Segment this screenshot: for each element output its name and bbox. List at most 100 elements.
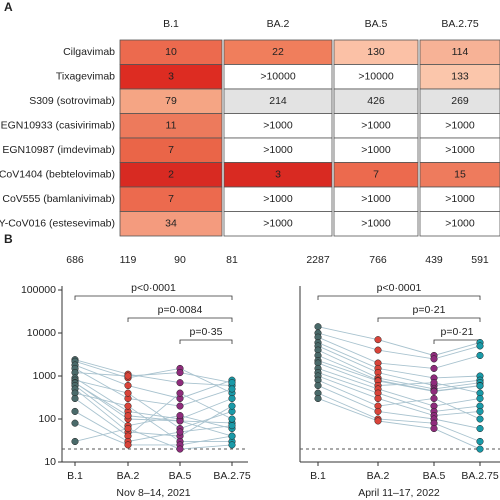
cell-value: 7: [168, 193, 174, 205]
median-label: 766: [369, 254, 387, 266]
cell: [119, 113, 223, 139]
data-point: [314, 323, 322, 331]
data-point: [476, 445, 484, 453]
cell-value: >1000: [445, 144, 475, 156]
data-point: [228, 415, 236, 423]
cell: [119, 64, 223, 90]
cell-value: >1000: [445, 218, 475, 230]
cell-value: >1000: [361, 144, 391, 156]
data-point: [476, 351, 484, 360]
cell-value: 130: [367, 46, 385, 58]
data-point: [176, 445, 184, 453]
x-tick-label: BA.2: [117, 470, 140, 482]
row-label: EGN10933 (casivirimab): [1, 120, 115, 132]
cell: [419, 39, 500, 65]
data-point: [476, 394, 484, 403]
median-label: 686: [66, 254, 84, 266]
median-label: 591: [471, 254, 489, 266]
cell-value: 2: [168, 169, 174, 181]
data-point: [476, 382, 484, 390]
column-header: B.1: [163, 18, 179, 30]
data-point: [124, 424, 132, 433]
data-point: [374, 336, 382, 344]
data-point: [314, 381, 322, 390]
data-point: [374, 394, 382, 403]
p-value: p=0·21: [413, 304, 446, 316]
data-point: [71, 407, 79, 415]
subject-line: [317, 362, 481, 394]
cell: [223, 137, 333, 163]
subject-line: [317, 345, 481, 386]
cell-value: 3: [275, 169, 281, 181]
column-header: BA.2.75: [441, 18, 479, 30]
cell-value: >1000: [445, 120, 475, 132]
x-tick-label: BA.5: [423, 470, 446, 482]
data-point: [228, 379, 236, 387]
cell: [333, 211, 419, 237]
cell-value: >1000: [361, 218, 391, 230]
subject-line: [317, 392, 481, 442]
data-point: [71, 394, 79, 403]
data-point: [374, 417, 382, 425]
data-point: [228, 432, 236, 440]
data-point: [374, 346, 382, 354]
row-label: S309 (sotrovimab): [29, 95, 115, 107]
cell: [223, 88, 333, 114]
significance-bracket: [317, 295, 481, 300]
subject-line: [317, 349, 481, 390]
cell: [119, 39, 223, 65]
cell: [223, 186, 333, 212]
cell: [333, 39, 419, 65]
data-point: [430, 379, 438, 387]
cell-value: 79: [165, 95, 177, 107]
data-point: [476, 407, 484, 415]
x-tick-label: BA.5: [169, 470, 192, 482]
data-point: [476, 342, 484, 350]
x-tick-label: BA.2.75: [213, 470, 251, 482]
data-point: [176, 428, 184, 436]
cell: [333, 137, 419, 163]
cell: [119, 186, 223, 212]
subject-line: [317, 379, 481, 420]
panel-label: B: [4, 232, 13, 246]
y-tick-label: 100: [38, 413, 56, 425]
subject-line: [74, 372, 233, 384]
row-label: EGN10987 (imdevimab): [2, 144, 115, 156]
median-label: 81: [226, 254, 238, 266]
subject-line: [317, 375, 481, 417]
x-axis-label: Nov 8–14, 2021: [116, 487, 190, 499]
cell: [419, 162, 500, 188]
cell: [223, 64, 333, 90]
subject-line: [317, 336, 481, 369]
subject-line: [74, 379, 233, 430]
subject-line: [74, 388, 233, 437]
subject-line: [317, 332, 481, 360]
data-point: [228, 422, 236, 430]
data-point: [228, 385, 236, 393]
data-point: [176, 402, 184, 410]
cell: [333, 162, 419, 188]
cell: [333, 64, 419, 90]
data-point: [124, 381, 132, 390]
panel-label: A: [4, 0, 13, 14]
cell-value: >1000: [445, 193, 475, 205]
data-point: [430, 424, 438, 433]
x-axis-label: April 11–17, 2022: [358, 487, 440, 499]
data-point: [228, 394, 236, 403]
p-value: p=0·21: [441, 326, 474, 338]
data-point: [476, 415, 484, 423]
median-label: 439: [425, 254, 443, 266]
cell-value: 10: [165, 46, 177, 58]
cell: [419, 88, 500, 114]
x-tick-label: BA.2.75: [461, 470, 499, 482]
column-header: BA.2: [267, 18, 290, 30]
significance-bracket: [433, 339, 481, 344]
cell-value: >1000: [263, 144, 293, 156]
cell-value: >1000: [361, 120, 391, 132]
subject-line: [74, 392, 233, 437]
y-tick-label: 10: [44, 456, 56, 468]
data-point: [124, 441, 132, 449]
cell-value: 7: [373, 169, 379, 181]
subject-line: [317, 360, 481, 392]
